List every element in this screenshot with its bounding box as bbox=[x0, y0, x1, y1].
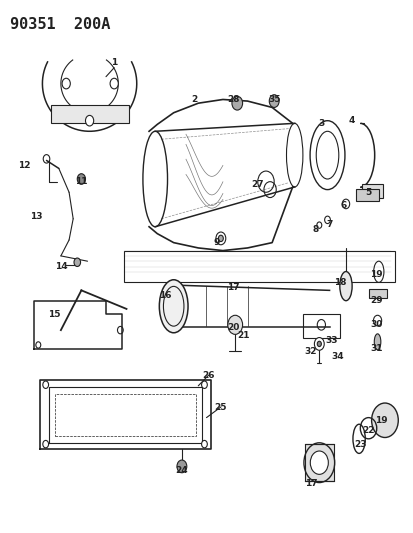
Text: 32: 32 bbox=[305, 347, 317, 356]
Text: 6: 6 bbox=[341, 201, 347, 210]
Text: 19: 19 bbox=[370, 270, 383, 279]
Bar bbox=[362, 184, 383, 198]
Text: 20: 20 bbox=[227, 323, 240, 332]
Circle shape bbox=[43, 381, 49, 389]
Text: 19: 19 bbox=[375, 416, 387, 425]
Text: 12: 12 bbox=[18, 161, 30, 170]
Circle shape bbox=[317, 341, 321, 346]
Circle shape bbox=[77, 174, 85, 184]
Text: 1: 1 bbox=[111, 58, 117, 67]
Text: 13: 13 bbox=[30, 212, 43, 221]
Text: 7: 7 bbox=[326, 220, 333, 229]
Bar bbox=[55, 394, 196, 436]
Circle shape bbox=[269, 95, 279, 108]
Circle shape bbox=[202, 381, 207, 389]
Circle shape bbox=[228, 316, 242, 334]
Bar bbox=[51, 105, 128, 123]
Circle shape bbox=[62, 78, 70, 89]
Circle shape bbox=[218, 235, 223, 241]
Ellipse shape bbox=[340, 271, 352, 301]
Circle shape bbox=[110, 78, 118, 89]
Text: 90351  200A: 90351 200A bbox=[9, 17, 110, 33]
Circle shape bbox=[216, 232, 226, 245]
Bar bbox=[305, 444, 334, 481]
Circle shape bbox=[314, 337, 324, 350]
Text: 24: 24 bbox=[176, 466, 188, 475]
Text: 28: 28 bbox=[227, 95, 240, 104]
Text: 18: 18 bbox=[334, 278, 346, 287]
Bar bbox=[303, 314, 340, 338]
Circle shape bbox=[74, 258, 81, 266]
Ellipse shape bbox=[159, 280, 188, 333]
Text: 9: 9 bbox=[214, 238, 220, 247]
Text: 30: 30 bbox=[370, 320, 383, 329]
Text: 27: 27 bbox=[252, 180, 264, 189]
Text: 21: 21 bbox=[237, 331, 250, 340]
Text: 29: 29 bbox=[370, 296, 383, 305]
Circle shape bbox=[85, 115, 94, 126]
Text: 15: 15 bbox=[48, 310, 61, 319]
Text: 17: 17 bbox=[305, 479, 318, 488]
Text: 14: 14 bbox=[55, 262, 67, 271]
Text: 31: 31 bbox=[370, 344, 383, 353]
Text: 2: 2 bbox=[191, 95, 197, 104]
Text: 11: 11 bbox=[75, 177, 88, 186]
Text: 8: 8 bbox=[312, 225, 318, 234]
Circle shape bbox=[43, 440, 49, 448]
Text: 4: 4 bbox=[349, 116, 355, 125]
Bar bbox=[368, 289, 387, 298]
Circle shape bbox=[202, 440, 207, 448]
Circle shape bbox=[310, 451, 328, 474]
Text: 26: 26 bbox=[202, 370, 215, 379]
Text: 25: 25 bbox=[215, 402, 227, 411]
Circle shape bbox=[177, 460, 187, 473]
Circle shape bbox=[232, 96, 242, 110]
Bar bbox=[356, 189, 379, 201]
Text: 5: 5 bbox=[366, 188, 372, 197]
Text: 35: 35 bbox=[268, 95, 280, 104]
Bar bbox=[124, 251, 395, 282]
Text: 17: 17 bbox=[227, 283, 240, 292]
Text: 34: 34 bbox=[332, 352, 344, 361]
Text: 23: 23 bbox=[354, 440, 367, 449]
Ellipse shape bbox=[374, 334, 381, 350]
Text: 16: 16 bbox=[159, 291, 172, 300]
Text: 22: 22 bbox=[362, 426, 375, 435]
Ellipse shape bbox=[372, 403, 398, 438]
Text: 33: 33 bbox=[325, 336, 338, 345]
Text: 3: 3 bbox=[318, 119, 325, 128]
